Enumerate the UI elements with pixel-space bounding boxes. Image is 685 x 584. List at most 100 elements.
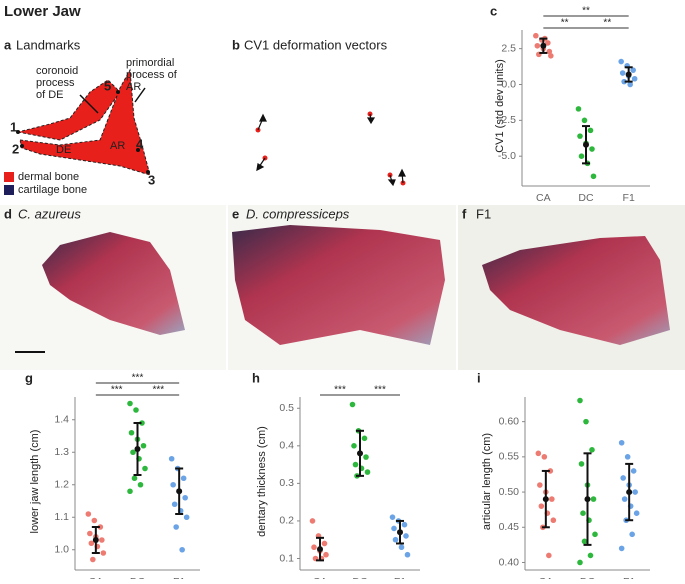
- data-point: [133, 407, 139, 413]
- data-point: [404, 551, 411, 558]
- data-point: [349, 401, 356, 408]
- data-point: [309, 518, 316, 524]
- data-point: [578, 153, 585, 159]
- mean-point: [583, 141, 589, 148]
- panel-label: b: [232, 37, 240, 52]
- mean-point: [542, 496, 549, 503]
- data-point: [621, 496, 628, 502]
- data-point: [577, 133, 583, 139]
- data-point: [619, 70, 626, 76]
- y-tick-label: 0.3: [279, 477, 294, 489]
- data-point: [364, 469, 371, 475]
- data-point: [179, 546, 185, 553]
- data-point: [548, 53, 554, 59]
- x-tick-label: CA: [536, 192, 551, 204]
- data-point: [392, 536, 399, 543]
- mean-point: [357, 450, 363, 457]
- data-point: [575, 106, 582, 112]
- jaw-diagram: [16, 68, 151, 176]
- data-point: [587, 127, 594, 134]
- data-point: [170, 481, 176, 488]
- y-tick-label: 0.0: [501, 78, 516, 90]
- y-tick-label: 1.2: [54, 479, 69, 491]
- panel-title: C. azureus: [18, 206, 81, 221]
- data-point: [627, 81, 633, 88]
- significance-label: **: [561, 18, 569, 29]
- data-point: [633, 510, 640, 516]
- data-point: [620, 475, 626, 481]
- legend-swatch: [4, 172, 14, 182]
- panel-title: F1: [476, 206, 491, 221]
- data-point: [130, 449, 136, 456]
- data-point: [624, 454, 631, 460]
- data-point: [352, 461, 359, 468]
- landmark: 1: [10, 119, 17, 134]
- y-axis-label: lower jaw length (cm): [29, 430, 41, 534]
- data-point: [580, 510, 586, 516]
- panel-title: Landmarks: [16, 37, 81, 52]
- panel-label: h: [252, 370, 260, 385]
- data-point: [128, 429, 135, 436]
- data-point: [183, 514, 190, 521]
- y-axis-label: CV1 (std dev units): [494, 59, 506, 153]
- y-tick-label: -5.0: [498, 150, 516, 162]
- data-point: [99, 537, 105, 543]
- data-point: [577, 559, 583, 566]
- data-point: [137, 481, 144, 488]
- vectors: [255, 111, 406, 187]
- significance-label: ***: [374, 385, 386, 396]
- mean-point: [317, 546, 323, 553]
- mean-point: [626, 489, 633, 496]
- data-point: [90, 556, 96, 563]
- y-tick-label: 1.1: [54, 511, 69, 523]
- y-tick-label: 0.1: [279, 552, 294, 564]
- landmark: 5: [104, 78, 111, 93]
- data-point: [171, 501, 178, 508]
- data-point: [140, 442, 147, 449]
- data-point: [127, 488, 133, 495]
- data-point: [541, 454, 548, 460]
- y-tick-label: 1.3: [54, 446, 69, 458]
- y-axis-label: articular length (cm): [481, 433, 493, 530]
- panel-label: d: [4, 206, 12, 221]
- landmark: 4: [136, 136, 144, 151]
- significance-label: ***: [334, 385, 346, 396]
- data-point: [590, 496, 597, 502]
- data-point: [398, 544, 405, 551]
- jaw-photo: [42, 232, 185, 335]
- data-point: [321, 540, 328, 547]
- data-point: [88, 540, 95, 547]
- data-point: [535, 450, 542, 457]
- mean-point: [92, 537, 99, 543]
- data-point: [182, 494, 188, 501]
- landmark: 3: [148, 172, 155, 187]
- annotation: process of: [126, 69, 178, 81]
- data-point: [131, 475, 138, 482]
- mean-point: [176, 488, 183, 495]
- data-point: [583, 418, 589, 425]
- data-point: [581, 538, 588, 545]
- significance-label: **: [582, 6, 590, 17]
- legend-label: dermal bone: [18, 171, 79, 183]
- legend-swatch: [4, 185, 14, 195]
- data-point: [590, 173, 597, 180]
- data-point: [547, 468, 554, 474]
- data-point: [577, 397, 583, 404]
- data-point: [142, 465, 148, 472]
- data-point: [180, 475, 187, 482]
- significance-label: ***: [111, 385, 123, 396]
- data-point: [545, 40, 551, 46]
- y-tick-label: 0.45: [499, 521, 520, 533]
- data-point: [618, 439, 625, 446]
- data-point: [546, 48, 553, 55]
- mean-point: [540, 42, 547, 49]
- data-point: [538, 503, 545, 509]
- data-point: [127, 400, 133, 407]
- data-point: [168, 455, 175, 462]
- landmark: 2: [12, 141, 19, 156]
- data-point: [401, 521, 408, 528]
- data-point: [311, 544, 317, 551]
- data-point: [631, 75, 638, 82]
- data-point: [630, 67, 636, 73]
- annotation: coronoid: [36, 65, 78, 77]
